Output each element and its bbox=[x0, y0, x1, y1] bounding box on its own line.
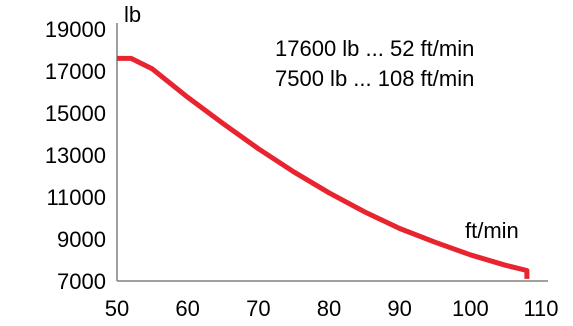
x-axis-unit: ft/min bbox=[465, 218, 519, 243]
y-tick-label: 13000 bbox=[45, 143, 106, 168]
annotation-max-load: 17600 lb ... 52 ft/min bbox=[275, 36, 474, 61]
y-axis-unit: lb bbox=[124, 2, 141, 27]
x-tick-label: 90 bbox=[387, 296, 411, 321]
x-tick-label: 50 bbox=[105, 296, 129, 321]
x-tick-label: 70 bbox=[246, 296, 270, 321]
x-tick-label: 60 bbox=[175, 296, 199, 321]
y-tick-label: 9000 bbox=[57, 227, 106, 252]
x-tick-labels: 50 60 70 80 90 100 110 bbox=[105, 296, 559, 321]
y-tick-labels: 19000 17000 15000 13000 11000 9000 7000 bbox=[45, 17, 106, 294]
y-tick-label: 15000 bbox=[45, 101, 106, 126]
y-tick-label: 17000 bbox=[45, 59, 106, 84]
series-layer bbox=[117, 55, 530, 279]
x-tick-label: 100 bbox=[452, 296, 489, 321]
y-tick-label: 7000 bbox=[57, 269, 106, 294]
y-tick-label: 11000 bbox=[46, 185, 106, 210]
x-tick-label: 80 bbox=[317, 296, 341, 321]
y-tick-label: 19000 bbox=[45, 17, 106, 42]
annotation-min-load: 7500 lb ... 108 ft/min bbox=[275, 66, 474, 91]
series-line bbox=[117, 55, 530, 279]
x-tick-label: 110 bbox=[523, 296, 558, 321]
